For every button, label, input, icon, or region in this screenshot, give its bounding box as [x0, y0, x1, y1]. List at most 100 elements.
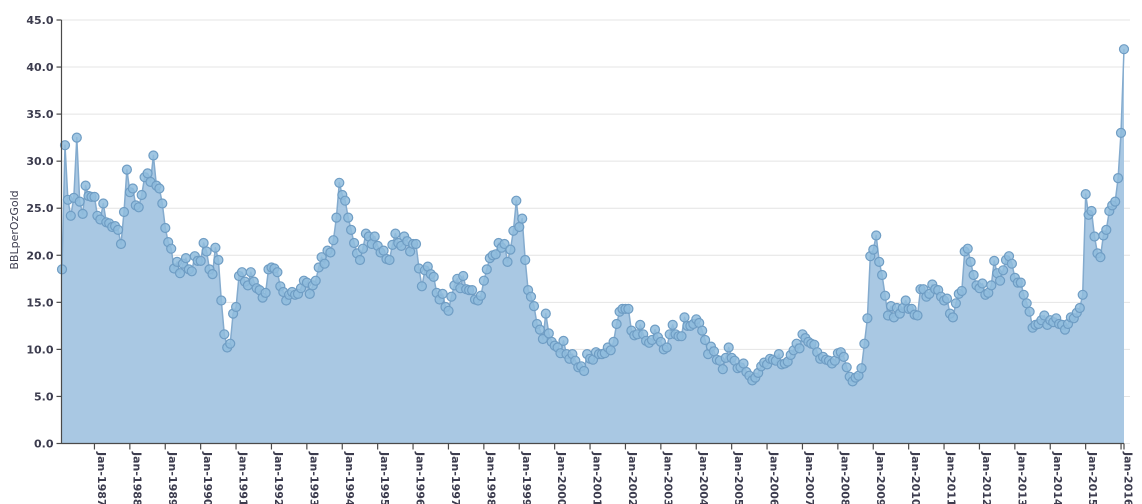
data-point-marker[interactable] — [390, 228, 401, 239]
data-point-marker[interactable] — [210, 242, 221, 253]
data-point-marker[interactable] — [378, 245, 389, 256]
data-point-marker[interactable] — [838, 351, 849, 362]
data-point-marker[interactable] — [59, 140, 71, 151]
data-point-marker[interactable] — [986, 280, 997, 291]
data-point-marker[interactable] — [558, 335, 569, 346]
data-point-marker[interactable] — [490, 249, 501, 260]
data-point-marker[interactable] — [416, 281, 427, 292]
data-point-marker[interactable] — [997, 265, 1009, 276]
data-point-marker[interactable] — [357, 243, 368, 254]
data-point-marker[interactable] — [481, 264, 492, 275]
data-point-marker[interactable] — [80, 180, 91, 191]
data-point-marker[interactable] — [328, 235, 339, 246]
data-point-marker[interactable] — [912, 310, 923, 321]
data-point-marker[interactable] — [133, 202, 144, 213]
data-point-marker[interactable] — [157, 198, 168, 209]
data-point-marker[interactable] — [458, 270, 469, 282]
data-point-marker[interactable] — [667, 319, 678, 330]
data-point-marker[interactable] — [517, 213, 528, 224]
data-point-marker[interactable] — [977, 278, 988, 289]
data-point-marker[interactable] — [98, 198, 109, 209]
data-point-marker[interactable] — [862, 313, 873, 324]
data-point-marker[interactable] — [1077, 289, 1088, 300]
data-point-marker[interactable] — [1021, 298, 1032, 309]
data-point-marker[interactable] — [697, 325, 708, 336]
data-point-marker[interactable] — [207, 269, 218, 280]
data-point-marker[interactable] — [112, 224, 124, 235]
data-point-marker[interactable] — [325, 247, 336, 258]
data-point-marker[interactable] — [540, 308, 551, 319]
data-point-marker[interactable] — [71, 132, 82, 143]
data-point-marker[interactable] — [89, 191, 100, 202]
data-point-marker[interactable] — [213, 254, 224, 266]
data-point-marker[interactable] — [708, 346, 720, 357]
data-point-marker[interactable] — [876, 269, 888, 281]
data-point-marker[interactable] — [154, 183, 165, 194]
data-point-marker[interactable] — [965, 256, 976, 267]
data-point-marker[interactable] — [879, 290, 891, 301]
data-point-marker[interactable] — [676, 331, 687, 342]
data-point-marker[interactable] — [699, 334, 711, 346]
data-point-marker[interactable] — [947, 312, 959, 323]
data-point-marker[interactable] — [225, 338, 236, 349]
data-point-marker[interactable] — [467, 285, 478, 296]
data-point-marker[interactable] — [166, 243, 177, 254]
data-point-marker[interactable] — [236, 267, 248, 278]
data-point-marker[interactable] — [340, 195, 351, 206]
data-point-marker[interactable] — [1118, 44, 1130, 55]
data-point-marker[interactable] — [1080, 189, 1091, 200]
data-point-marker[interactable] — [437, 288, 448, 299]
data-point-marker[interactable] — [369, 231, 380, 242]
data-point-marker[interactable] — [121, 164, 133, 175]
data-point-marker[interactable] — [874, 256, 885, 267]
data-point-marker[interactable] — [578, 365, 590, 377]
data-point-marker[interactable] — [446, 291, 457, 302]
data-point-marker[interactable] — [525, 291, 537, 302]
data-point-marker[interactable] — [528, 301, 540, 312]
data-point-marker[interactable] — [186, 266, 197, 277]
data-point-marker[interactable] — [1115, 127, 1127, 138]
data-point-marker[interactable] — [1101, 224, 1112, 235]
data-point-marker[interactable] — [502, 256, 513, 267]
data-point-marker[interactable] — [661, 342, 672, 353]
data-point-marker[interactable] — [1112, 173, 1124, 184]
data-point-marker[interactable] — [994, 275, 1006, 286]
data-point-marker[interactable] — [1095, 252, 1106, 263]
data-point-marker[interactable] — [174, 268, 186, 279]
data-point-marker[interactable] — [520, 254, 531, 266]
data-point-marker[interactable] — [343, 212, 354, 223]
data-point-marker[interactable] — [623, 303, 634, 314]
data-point-marker[interactable] — [611, 318, 622, 330]
data-point-marker[interactable] — [272, 267, 283, 278]
data-point-marker[interactable] — [136, 189, 147, 201]
data-point-marker[interactable] — [605, 345, 616, 356]
data-point-marker[interactable] — [443, 305, 454, 316]
data-point-marker[interactable] — [245, 267, 256, 278]
data-point-marker[interactable] — [201, 246, 212, 257]
data-point-marker[interactable] — [148, 150, 159, 161]
data-point-marker[interactable] — [635, 319, 646, 330]
data-point-marker[interactable] — [900, 295, 911, 306]
data-point-marker[interactable] — [1006, 258, 1018, 269]
data-point-marker[interactable] — [334, 177, 345, 188]
data-point-marker[interactable] — [608, 336, 619, 347]
data-point-marker[interactable] — [841, 362, 852, 373]
data-point-marker[interactable] — [354, 254, 366, 266]
data-point-marker[interactable] — [871, 230, 882, 241]
data-point-marker[interactable] — [346, 224, 357, 235]
data-point-marker[interactable] — [65, 210, 76, 221]
data-point-marker[interactable] — [723, 342, 734, 353]
data-point-marker[interactable] — [856, 363, 867, 374]
data-point-marker[interactable] — [1110, 196, 1121, 207]
data-point-marker[interactable] — [127, 183, 138, 194]
data-point-marker[interactable] — [543, 328, 554, 339]
data-point-marker[interactable] — [160, 222, 171, 234]
data-point-marker[interactable] — [738, 358, 749, 369]
data-point-marker[interactable] — [260, 287, 271, 298]
data-point-marker[interactable] — [679, 312, 690, 323]
data-point-marker[interactable] — [505, 244, 516, 255]
data-point-marker[interactable] — [794, 343, 805, 354]
data-point-marker[interactable] — [534, 324, 546, 335]
data-point-marker[interactable] — [941, 293, 953, 304]
data-point-marker[interactable] — [115, 238, 127, 250]
